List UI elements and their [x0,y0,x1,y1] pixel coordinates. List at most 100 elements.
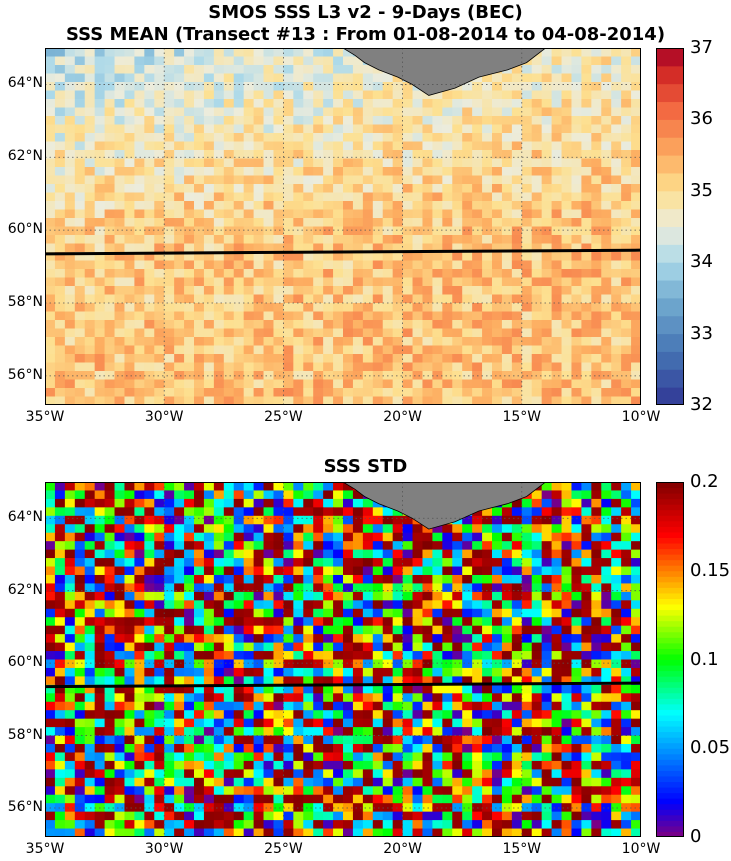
heatmap-cell [164,311,175,321]
heatmap-cell [621,811,632,821]
heatmap-cell [392,667,404,677]
heatmap-cell [402,769,414,779]
heatmap-cell [492,226,503,236]
heatmap-cell [561,269,573,279]
heatmap-cell [213,777,225,787]
heatmap-cell [531,311,543,321]
heatmap-cell [581,490,592,500]
heatmap-cell [432,303,443,313]
heatmap-cell [343,659,354,669]
heatmap-cell [561,303,573,313]
heatmap-cell [482,235,493,245]
heatmap-cell [263,226,275,236]
heatmap-cell [203,515,215,525]
heatmap-cell [64,583,76,593]
heatmap-cell [362,786,374,796]
heatmap-cell [64,320,76,330]
heatmap-cell [511,82,523,92]
heatmap-cell [104,303,116,313]
heatmap-cell [352,600,364,610]
heatmap-cell [144,354,155,364]
heatmap-cell [144,676,155,686]
heatmap-cell [64,558,76,568]
heatmap-cell [372,693,384,703]
heatmap-cell [601,320,612,330]
heatmap-cell [382,90,394,100]
heatmap-cell [352,73,364,83]
heatmap-cell [54,820,66,830]
heatmap-cell [184,786,195,796]
heatmap-cell [382,277,394,287]
heatmap-cell [621,718,632,728]
heatmap-cell [442,294,453,304]
heatmap-cell [84,124,96,134]
heatmap-cell [561,760,573,770]
heatmap-cell [313,107,324,117]
heatmap-cell [412,209,424,219]
heatmap-cell [243,676,255,686]
heatmap-cell [442,201,453,211]
heatmap-cell [164,303,175,313]
heatmap-cell [104,752,116,762]
heatmap-cell [74,524,86,534]
heatmap-cell [472,524,483,534]
heatmap-cell [462,515,473,525]
heatmap-cell [223,167,235,177]
heatmap-cell [64,354,76,364]
heatmap-cell [452,286,463,296]
heatmap-cell [263,320,275,330]
heatmap-cell [362,65,374,75]
heatmap-cell [114,524,126,534]
heatmap-cell [194,710,205,720]
heatmap-cell [114,642,126,652]
heatmap-cell [84,760,96,770]
heatmap-cell [104,760,116,770]
heatmap-cell [253,209,265,219]
heatmap-cell [164,124,175,134]
heatmap-cell [551,235,563,245]
heatmap-cell [372,286,384,296]
heatmap-cell [323,524,334,534]
heatmap-cell [124,277,135,287]
heatmap-cell [54,693,66,703]
heatmap-cell [343,65,354,75]
heatmap-cell [482,693,493,703]
heatmap-cell [392,184,404,194]
heatmap-cell [501,659,513,669]
heatmap-cell [571,226,582,236]
heatmap-cell [621,659,632,669]
heatmap-cell [591,107,602,117]
heatmap-cell [273,634,284,644]
heatmap-cell [174,608,185,618]
heatmap-cell [144,158,155,168]
heatmap-cell [223,56,235,66]
heatmap-cell [203,777,215,787]
heatmap-cell [541,82,553,92]
heatmap-cell [362,286,374,296]
heatmap-cell [84,269,96,279]
heatmap-cell [273,651,284,661]
heatmap-cell [442,192,453,202]
heatmap-cell [243,294,255,304]
heatmap-cell [333,744,344,754]
heatmap-cell [541,345,553,355]
heatmap-cell [263,116,275,126]
heatmap-cell [104,507,116,517]
heatmap-cell [571,99,582,109]
heatmap-cell [462,175,473,185]
heatmap-cell [611,718,622,728]
heatmap-cell [611,482,622,492]
heatmap-cell [462,541,473,551]
heatmap-cell [94,710,106,720]
heatmap-cell [104,482,116,492]
heatmap-cell [581,388,592,398]
heatmap-cell [45,235,56,245]
heatmap-cell [621,218,632,228]
heatmap-cell [352,777,364,787]
heatmap-cell [343,48,354,58]
heatmap-cell [243,141,255,151]
heatmap-cell [462,311,473,321]
heatmap-cell [94,693,106,703]
heatmap-cell [402,362,414,372]
heatmap-cell [432,141,443,151]
